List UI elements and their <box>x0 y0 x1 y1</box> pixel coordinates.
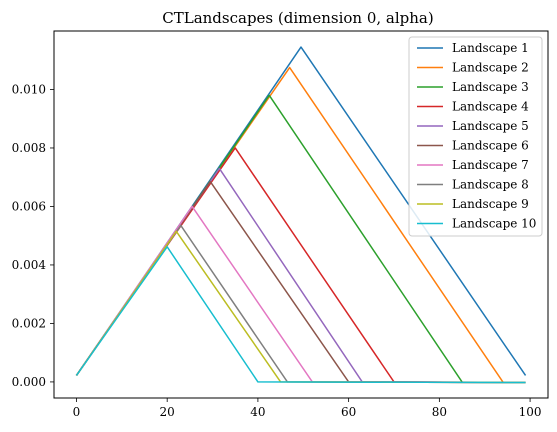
plot-area <box>75 46 527 384</box>
y-axis: 0.000 0.002 0.004 0.006 0.008 0.010 <box>12 82 54 389</box>
y-tick-label: 0.010 <box>12 82 46 96</box>
x-tick-label: 60 <box>341 405 356 419</box>
series-line-3 <box>75 94 463 383</box>
y-tick-label: 0.006 <box>12 199 46 213</box>
y-tick-label: 0.000 <box>12 375 46 389</box>
series-line-10 <box>75 246 526 384</box>
x-axis: 0 20 40 60 80 100 <box>73 398 542 419</box>
x-tick-label: 0 <box>73 405 81 419</box>
legend: Landscape 1 Landscape 2 Landscape 3 Landsca… <box>408 36 543 237</box>
x-tick-label: 20 <box>160 405 175 419</box>
legend-label-5: Landscape 5 <box>452 119 529 133</box>
x-tick-label: 40 <box>250 405 265 419</box>
y-tick-label: 0.008 <box>12 141 46 155</box>
legend-label-1: Landscape 1 <box>452 41 529 55</box>
series-line-8 <box>75 224 526 384</box>
plot-frame <box>53 30 549 399</box>
legend-label-10: Landscape 10 <box>452 217 536 231</box>
x-tick-label: 100 <box>519 405 542 419</box>
legend-label-9: Landscape 9 <box>452 197 529 211</box>
y-tick-label: 0.004 <box>12 258 47 272</box>
series-line-9 <box>75 230 526 384</box>
legend-label-4: Landscape 4 <box>452 100 529 114</box>
legend-label-6: Landscape 6 <box>452 139 529 153</box>
legend-label-3: Landscape 3 <box>452 80 529 94</box>
legend-label-2: Landscape 2 <box>452 61 529 75</box>
chart-title: CTLandscapes (dimension 0, alpha) <box>162 9 433 27</box>
x-tick-label: 80 <box>432 405 447 419</box>
y-tick-label: 0.002 <box>12 316 46 330</box>
legend-label-8: Landscape 8 <box>452 178 529 192</box>
legend-label-7: Landscape 7 <box>452 158 529 172</box>
